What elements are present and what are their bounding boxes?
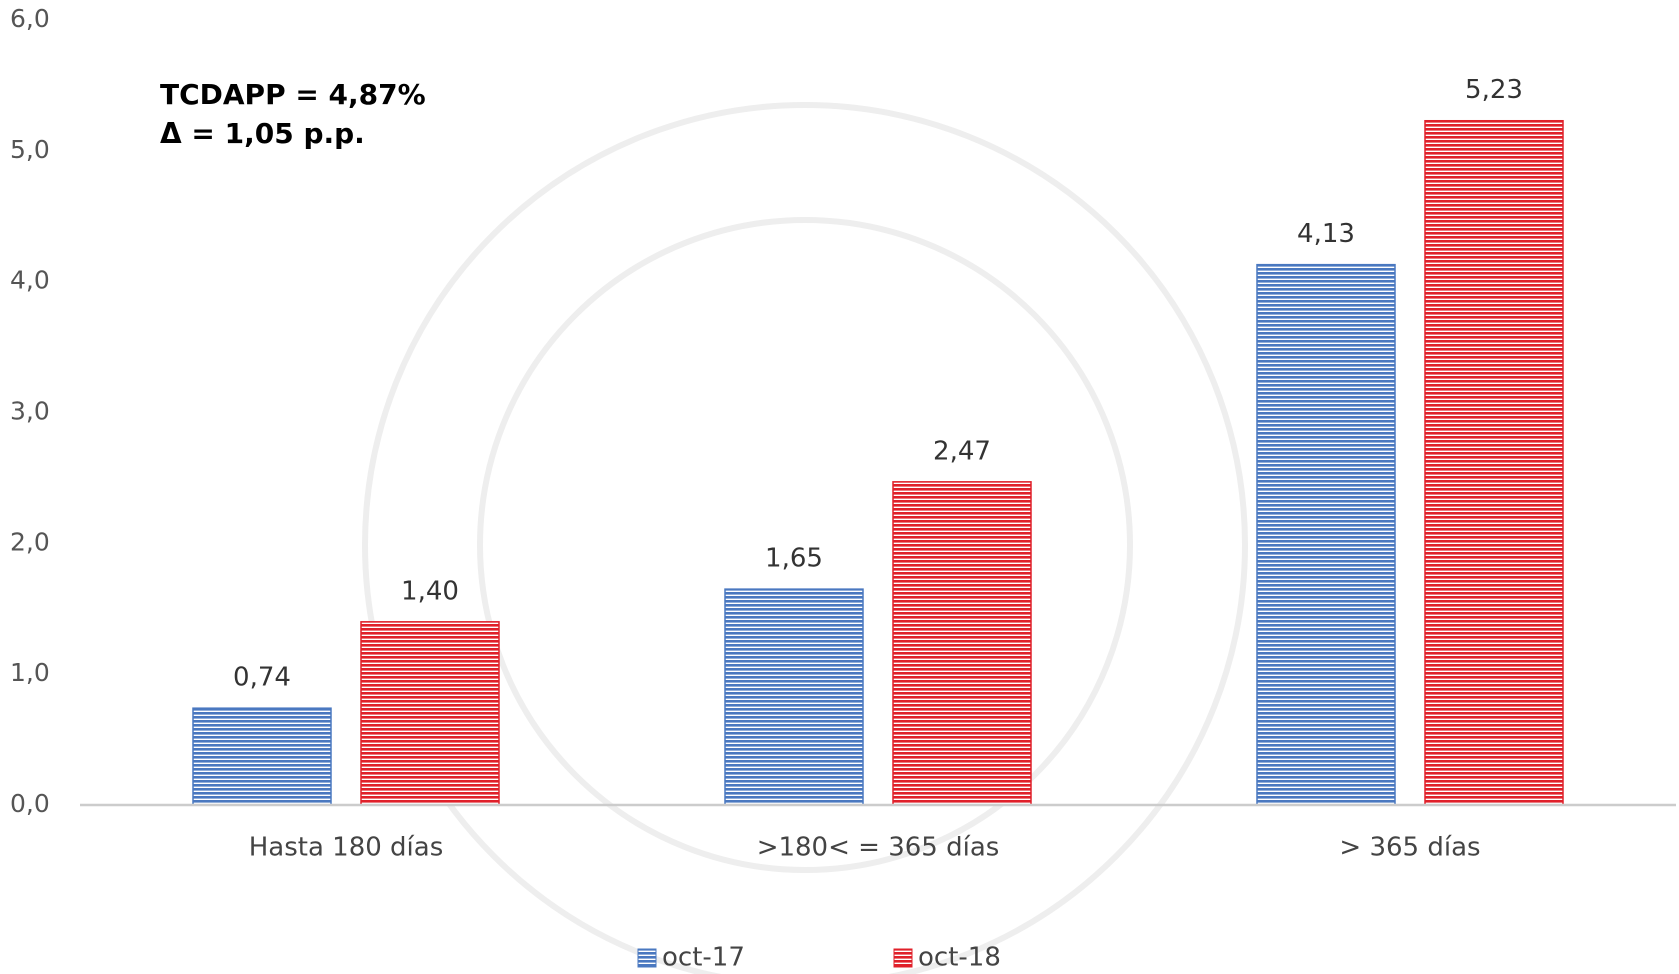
y-tick-label: 2,0 [10,527,50,556]
watermark [362,102,1248,974]
x-tick-label: > 365 días [1339,833,1480,863]
y-tick-label: 4,0 [10,266,50,295]
x-tick-label: Hasta 180 días [249,833,444,863]
legend-label: oct-17 [662,943,745,973]
value-label: 4,13 [1297,219,1355,249]
legend-label: oct-18 [918,943,1001,973]
bar [1424,119,1564,806]
bar [1256,263,1396,806]
legend-swatch [893,948,913,968]
value-label: 0,74 [233,663,291,693]
bar [360,621,500,806]
y-tick-label: 5,0 [10,135,50,164]
y-tick-label: 3,0 [10,397,50,426]
value-label: 5,23 [1465,75,1523,105]
x-tick-label: >180< = 365 días [757,833,1000,863]
value-label: 1,40 [401,576,459,606]
value-label: 2,47 [933,436,991,466]
value-label: 1,65 [765,544,823,574]
bar [724,588,864,806]
annotation: Δ = 1,05 p.p. [160,117,365,150]
annotation: TCDAPP = 4,87% [160,78,426,111]
y-tick-label: 6,0 [10,4,50,33]
legend-swatch [637,948,657,968]
bar [892,481,1032,806]
y-tick-label: 0,0 [10,789,50,818]
bar [192,707,332,806]
y-tick-label: 1,0 [10,658,50,687]
